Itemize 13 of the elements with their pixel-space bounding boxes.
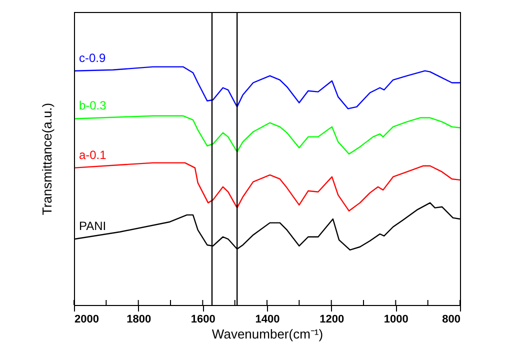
x-tick-label: 2000: [74, 314, 99, 326]
series-label: PANI: [78, 219, 106, 234]
x-axis-title: Wavenumber(cm⁻¹): [212, 326, 324, 342]
x-tick-label: 800: [442, 314, 460, 326]
x-tick-label: 1400: [255, 314, 280, 326]
x-tick-label: 1800: [126, 314, 152, 326]
series-label: a-0.1: [78, 148, 107, 162]
x-tick-label: 1200: [320, 314, 344, 326]
series-label: b-0.3: [78, 98, 107, 113]
x-tick-label: 1000: [384, 314, 408, 326]
x-tick-label: 1600: [190, 314, 216, 326]
y-axis-title: Transmittance(a.u.): [40, 102, 54, 216]
series-label: c-0.9: [78, 50, 106, 65]
